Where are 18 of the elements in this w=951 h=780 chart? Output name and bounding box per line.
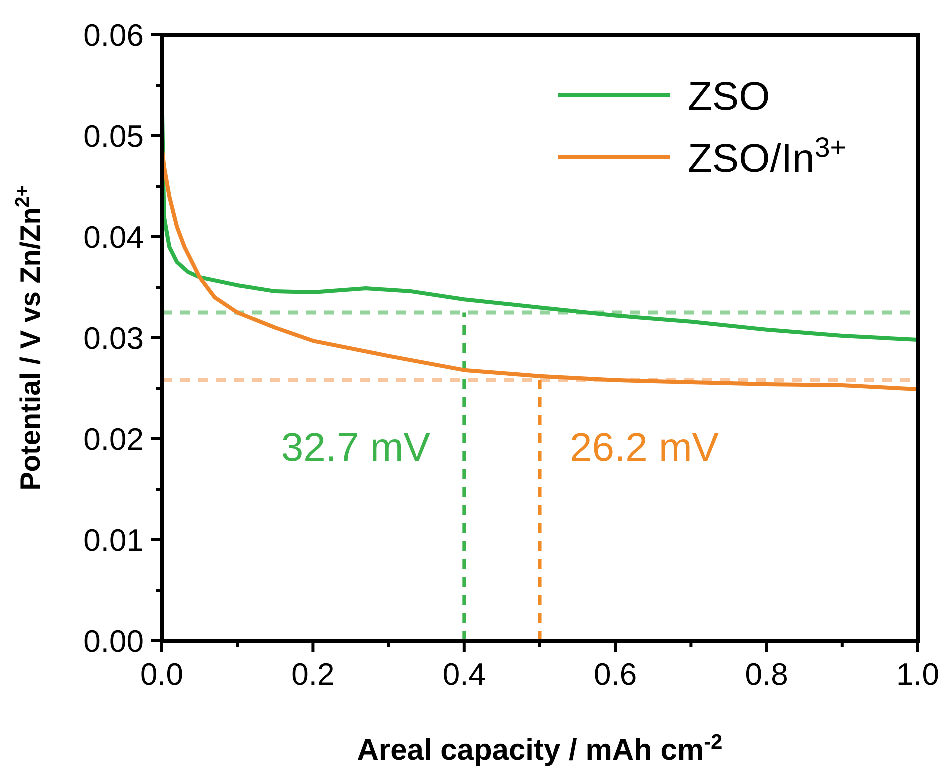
x-tick-label: 0.8 [745, 657, 788, 692]
x-tick-label: 0.2 [292, 657, 335, 692]
legend-label: ZSO [688, 75, 770, 119]
y-tick-label: 0.02 [84, 422, 144, 457]
y-tick-label: 0.01 [84, 523, 144, 558]
ref-line-label: 32.7 mV [281, 426, 431, 470]
legend-label: ZSO/In$^{3+}$ [688, 132, 847, 181]
x-tick-label: 0.0 [140, 657, 184, 692]
x-tick-label: 0.4 [442, 657, 486, 692]
x-tick-label: 1.0 [896, 657, 940, 692]
ref-line-label: 26.2 mV [570, 426, 720, 470]
y-tick-label: 0.05 [84, 119, 144, 154]
y-tick-label: 0.00 [84, 624, 144, 659]
x-axis-title: Areal capacity / mAh cm$^{-2}$ [357, 730, 723, 767]
y-tick-label: 0.06 [84, 18, 144, 53]
y-tick-label: 0.03 [84, 321, 144, 356]
y-tick-label: 0.04 [84, 220, 144, 255]
x-tick-label: 0.6 [594, 657, 638, 692]
